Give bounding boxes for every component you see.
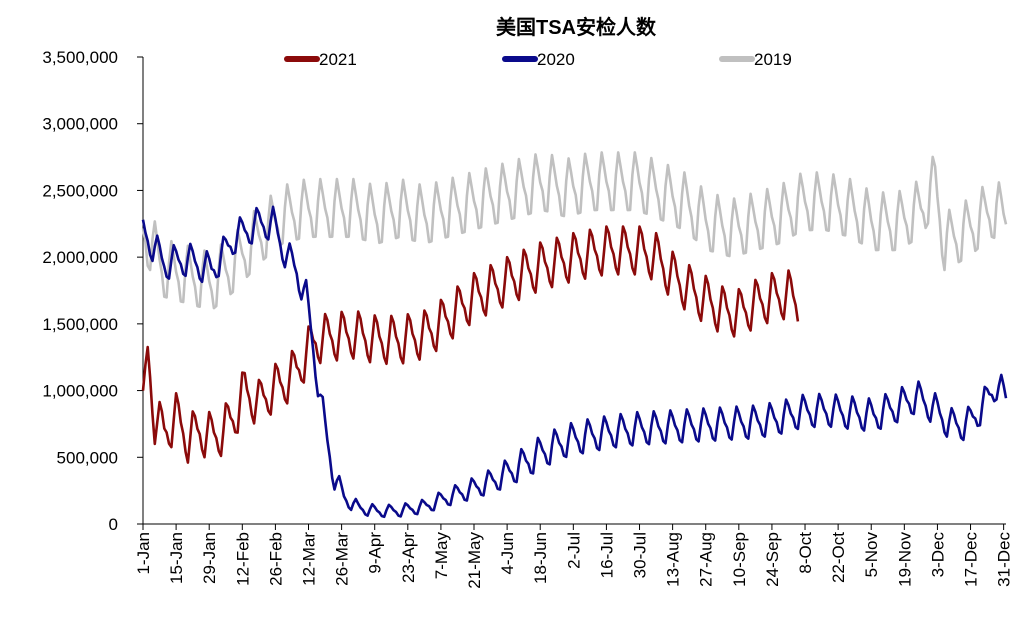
x-tick-label: 4-Jun (498, 532, 517, 575)
y-tick-label: 3,000,000 (42, 115, 118, 134)
y-tick-label: 1,500,000 (42, 315, 118, 334)
legend-item-2021: 2021 (284, 50, 357, 69)
legend-item-2020: 2020 (502, 50, 575, 69)
x-tick-label: 3-Dec (928, 532, 947, 578)
x-tick-label: 12-Mar (300, 532, 319, 586)
x-tick-label: 18-Jun (531, 532, 550, 584)
series-line-2019 (141, 151, 1008, 310)
x-tick-label: 10-Sep (730, 532, 749, 587)
x-tick-label: 17-Dec (962, 532, 981, 587)
x-tick-label: 19-Nov (895, 532, 914, 587)
x-tick-label: 7-May (432, 532, 451, 580)
x-tick-label: 8-Oct (796, 532, 815, 574)
series-layer (141, 151, 1008, 519)
x-tick-label: 5-Nov (862, 532, 881, 578)
y-tick-label: 1,000,000 (42, 382, 118, 401)
legend-item-2019: 2019 (719, 50, 792, 69)
x-tick-label: 12-Feb (233, 532, 252, 586)
y-tick-label: 3,500,000 (42, 48, 118, 67)
legend-label: 2021 (319, 50, 357, 69)
x-tick-label: 9-Apr (366, 532, 385, 574)
x-tick-label: 16-Jul (597, 532, 616, 578)
y-tick-label: 2,000,000 (42, 248, 118, 267)
x-tick-label: 31-Dec (995, 532, 1014, 587)
x-tick-label: 22-Oct (829, 532, 848, 583)
y-tick-label: 500,000 (57, 448, 118, 467)
x-tick-label: 29-Jan (200, 532, 219, 584)
x-tick-label: 24-Sep (763, 532, 782, 587)
x-tick-label: 26-Mar (333, 532, 352, 586)
legend-label: 2019 (754, 50, 792, 69)
chart-legend: 2021 2020 2019 (284, 50, 792, 69)
x-tick-label: 27-Aug (697, 532, 716, 587)
x-tick-label: 26-Feb (266, 532, 285, 586)
x-tick-label: 30-Jul (631, 532, 650, 578)
x-tick-label: 23-Apr (399, 532, 418, 583)
x-axis: 1-Jan 15-Jan 29-Jan 12-Feb 26-Feb 12-Mar 26-Ma… (134, 523, 1014, 589)
y-tick-label: 2,500,000 (42, 181, 118, 200)
series-line-2020 (141, 205, 1008, 519)
x-tick-label: 13-Aug (664, 532, 683, 587)
chart-title: 美国TSA安检人数 (496, 15, 657, 39)
x-tick-label: 15-Jan (167, 532, 186, 584)
legend-label: 2020 (537, 50, 575, 69)
x-tick-label: 1-Jan (134, 532, 153, 575)
x-tick-label: 2-Jul (564, 532, 583, 569)
y-axis: 3,500,000 3,000,000 2,500,000 2,000,000 1,50… (42, 48, 144, 534)
x-tick-label: 21-May (465, 532, 484, 589)
series-line-2021 (141, 225, 800, 464)
y-tick-label: 0 (109, 515, 118, 534)
